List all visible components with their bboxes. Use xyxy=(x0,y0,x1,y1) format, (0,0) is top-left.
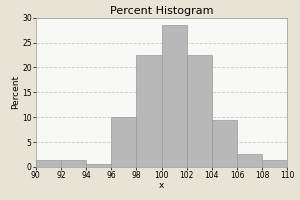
Bar xyxy=(136,55,162,167)
Bar xyxy=(212,120,237,167)
Title: Percent Histogram: Percent Histogram xyxy=(110,6,213,16)
Bar xyxy=(237,154,262,167)
Bar xyxy=(86,164,111,167)
Bar xyxy=(111,117,136,167)
Bar xyxy=(61,160,86,167)
Bar xyxy=(187,55,212,167)
Bar xyxy=(262,160,287,167)
Bar xyxy=(36,160,61,167)
Bar xyxy=(162,25,187,167)
X-axis label: x: x xyxy=(159,181,164,190)
Y-axis label: Percent: Percent xyxy=(12,75,21,109)
